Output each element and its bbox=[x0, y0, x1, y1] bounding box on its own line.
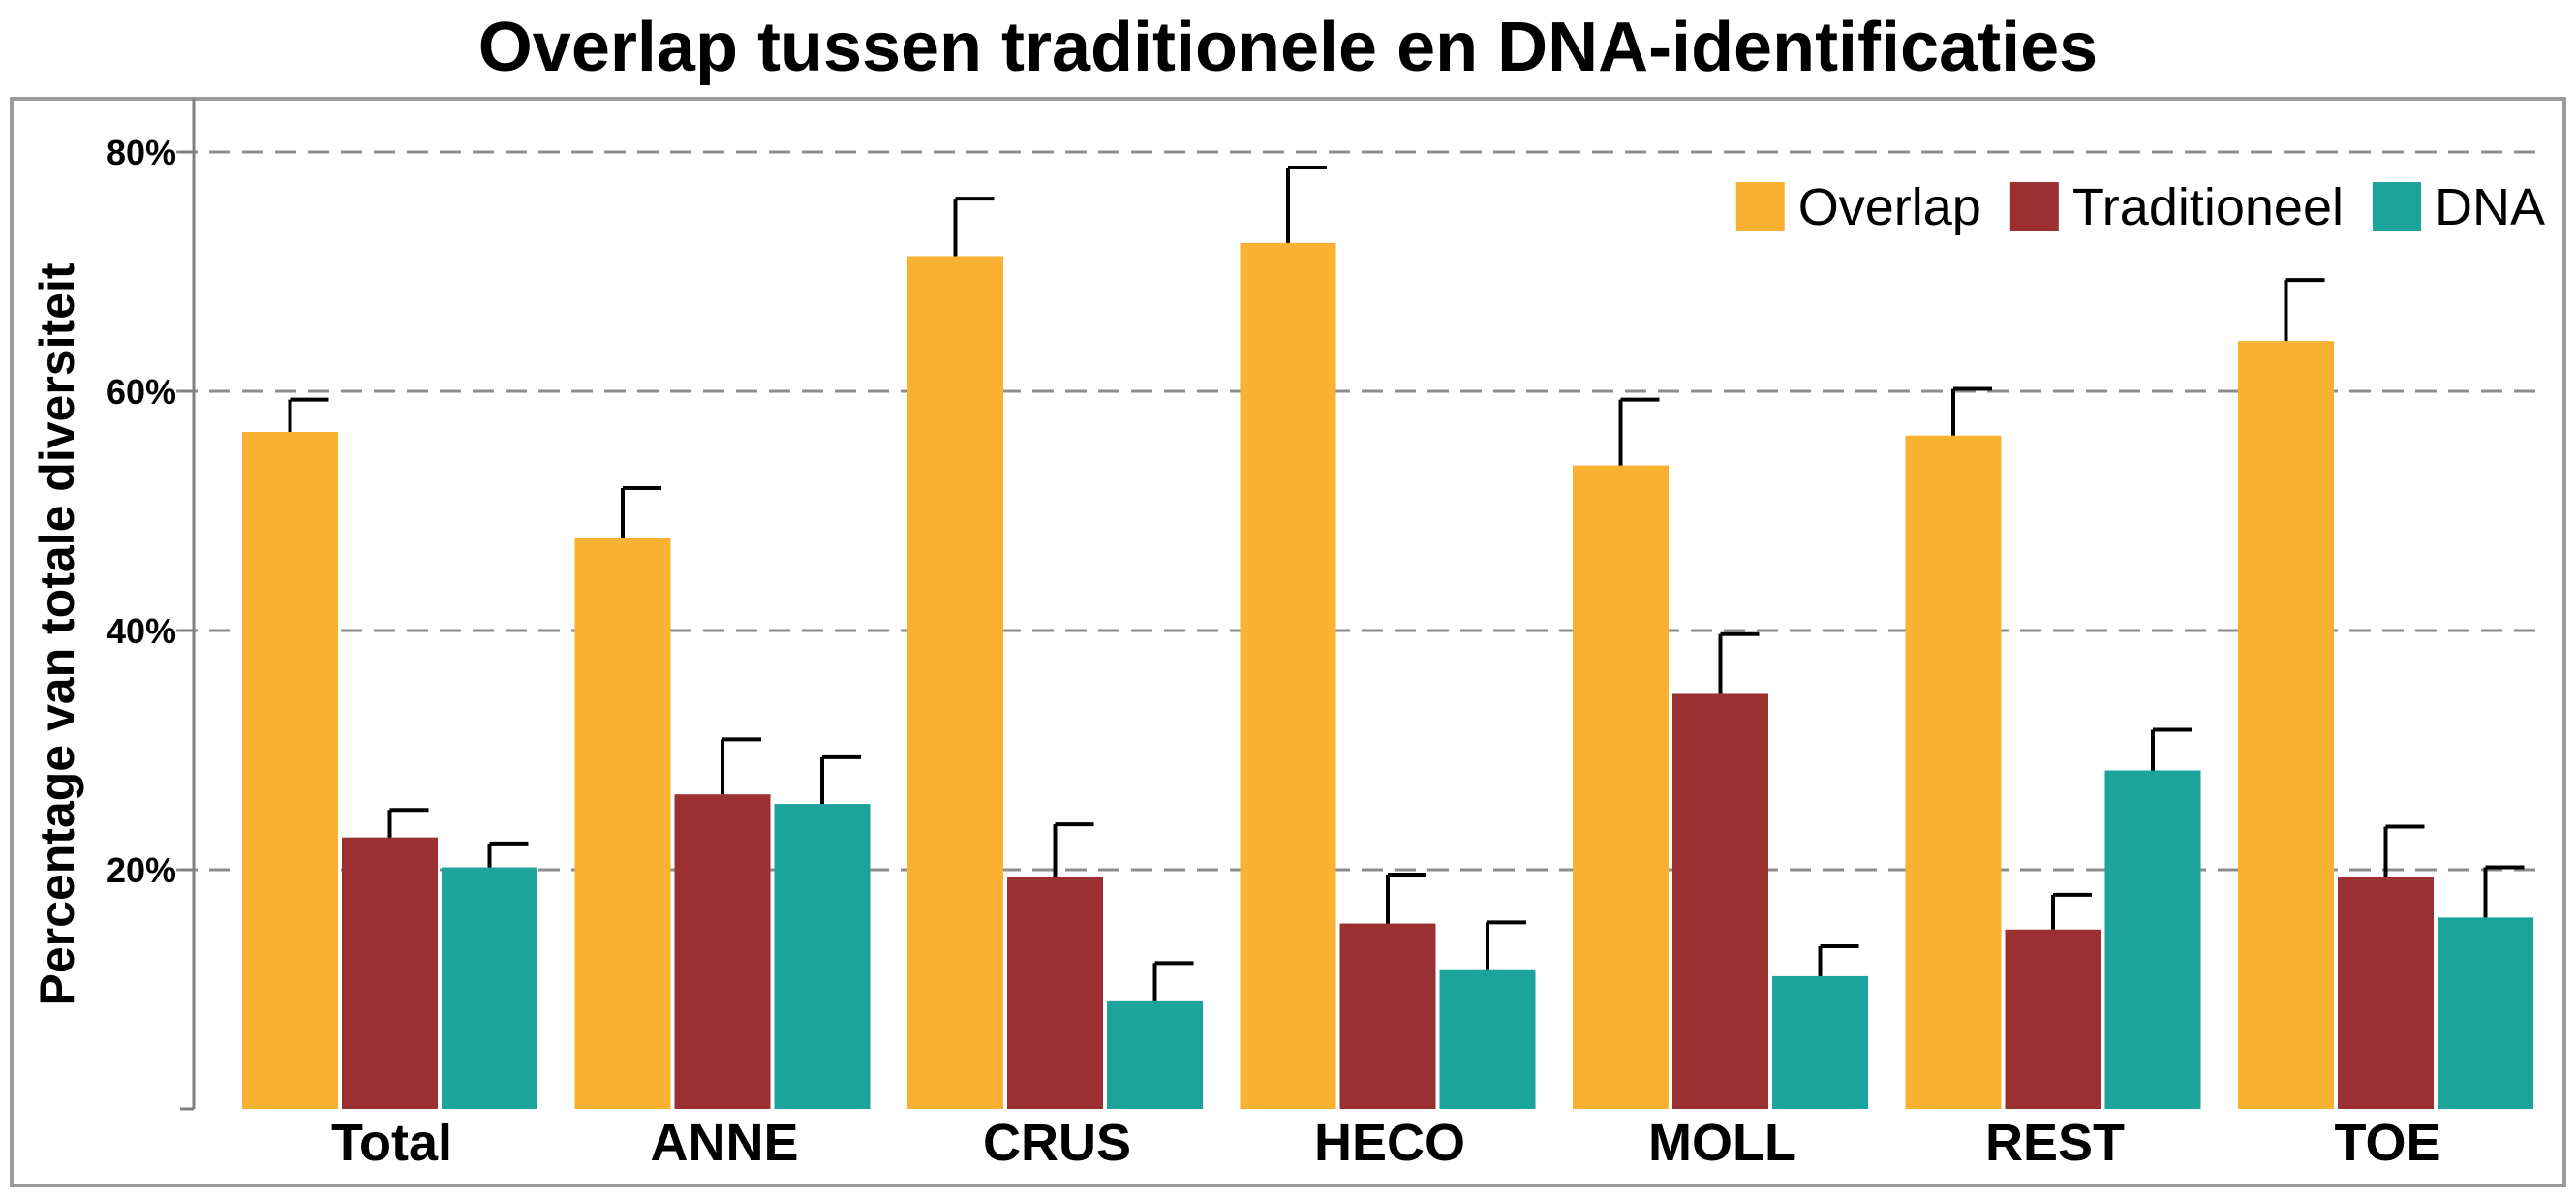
bar-dna bbox=[774, 804, 871, 1109]
chart-title: Overlap tussen traditionele en DNA-ident… bbox=[477, 9, 2099, 86]
x-tick-label: TOE bbox=[2334, 1114, 2440, 1172]
bar-traditioneel bbox=[674, 794, 771, 1109]
legend-swatch-overlap bbox=[1735, 182, 1785, 231]
bar-traditioneel bbox=[1007, 877, 1103, 1109]
bar-traditioneel bbox=[2005, 929, 2101, 1109]
y-tick-label: 40% bbox=[107, 611, 176, 651]
grid-lines bbox=[176, 150, 2545, 872]
bar-overlap bbox=[1573, 465, 1669, 1109]
bar-dna bbox=[2104, 770, 2201, 1109]
bar-dna bbox=[1772, 975, 1868, 1109]
bar-traditioneel bbox=[1672, 693, 1768, 1109]
bar-traditioneel bbox=[2338, 877, 2434, 1109]
bar-overlap bbox=[1240, 242, 1336, 1110]
legend-label-traditioneel: Traditioneel bbox=[2072, 178, 2344, 236]
bar-dna bbox=[2438, 917, 2533, 1109]
x-tick-label: CRUS bbox=[983, 1114, 1131, 1172]
x-tick-label: HECO bbox=[1314, 1114, 1465, 1172]
x-tick-label: Total bbox=[331, 1114, 452, 1172]
y-tick-label: 60% bbox=[107, 372, 176, 412]
bar-traditioneel bbox=[342, 837, 438, 1109]
legend-swatch-traditioneel bbox=[2009, 182, 2059, 231]
chart-frame bbox=[10, 97, 2566, 1187]
bar-overlap bbox=[574, 538, 671, 1109]
y-tick-label: 80% bbox=[107, 133, 176, 172]
bar-dna bbox=[1439, 969, 1536, 1109]
x-tick-label: MOLL bbox=[1648, 1114, 1796, 1172]
legend: Overlap Traditioneel DNA bbox=[1735, 178, 2545, 236]
y-axis: 20% 40% 60% 80% bbox=[107, 99, 196, 1111]
x-tick-label: REST bbox=[1985, 1114, 2125, 1172]
bar-dna bbox=[1107, 1000, 1203, 1109]
y-axis-label: Percentage van totale diversiteit bbox=[30, 262, 84, 1005]
bar-overlap bbox=[907, 256, 1003, 1109]
bars bbox=[242, 166, 2533, 1110]
bar-overlap bbox=[1905, 435, 2002, 1109]
y-tick-label: 20% bbox=[107, 850, 176, 890]
legend-label-dna: DNA bbox=[2435, 178, 2545, 236]
bar-dna bbox=[442, 867, 537, 1109]
x-axis-labels: Total ANNE CRUS HECO MOLL REST TOE bbox=[331, 1114, 2441, 1172]
legend-label-overlap: Overlap bbox=[1798, 178, 1981, 236]
legend-swatch-dna bbox=[2372, 182, 2421, 231]
x-tick-label: ANNE bbox=[650, 1114, 798, 1172]
bar-traditioneel bbox=[1339, 923, 1436, 1109]
bar-overlap bbox=[242, 431, 338, 1109]
bar-overlap bbox=[2238, 341, 2334, 1109]
